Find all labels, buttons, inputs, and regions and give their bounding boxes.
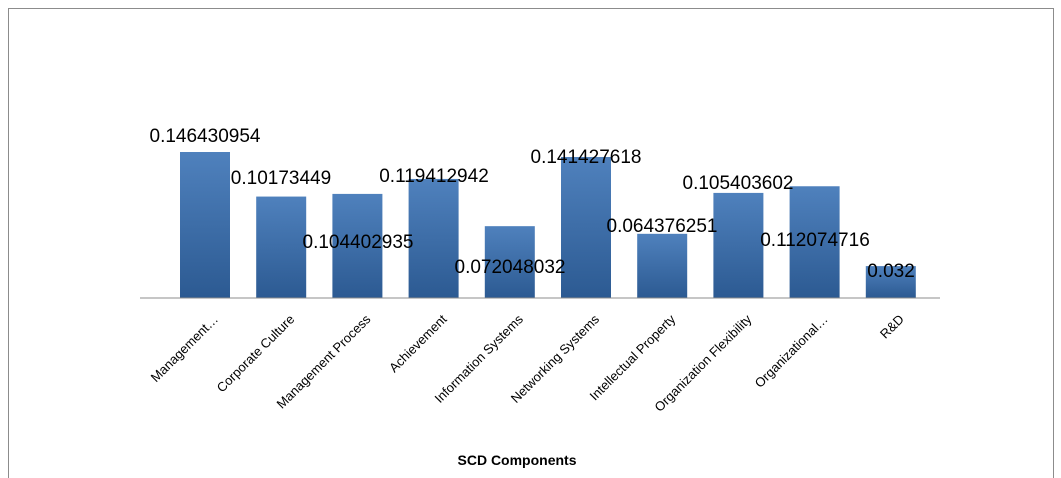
data-label: 0.104402935: [303, 232, 414, 253]
x-tick-label: Organizational…: [752, 312, 831, 391]
x-tick-label: Achievement: [386, 311, 450, 375]
data-label: 0.141427618: [531, 147, 642, 168]
bar-6: [561, 156, 611, 298]
data-label: 0.119412942: [379, 166, 489, 187]
x-axis-title: SCD Components: [458, 452, 577, 468]
bar-2: [256, 196, 307, 298]
bar-8: [713, 192, 764, 298]
data-label: 0.10173449: [231, 168, 331, 189]
data-label: 0.112074716: [760, 230, 870, 251]
data-label: 0.105403602: [683, 173, 794, 194]
bar-1: [180, 152, 230, 298]
bar-10: [865, 266, 916, 298]
x-tick-label: Management…: [148, 312, 221, 385]
data-label: 0.032: [867, 261, 915, 282]
x-tick-label: R&D: [877, 312, 907, 342]
bar-3: [332, 193, 383, 298]
bar-7: [637, 233, 688, 298]
bar-5: [484, 226, 535, 298]
data-label: 0.072048032: [455, 257, 566, 278]
data-label: 0.146430954: [150, 126, 261, 147]
bar-9: [789, 186, 840, 298]
data-label: 0.064376251: [607, 216, 718, 237]
bar-4: [408, 178, 459, 298]
x-tick-label: Corporate Culture: [214, 312, 298, 396]
